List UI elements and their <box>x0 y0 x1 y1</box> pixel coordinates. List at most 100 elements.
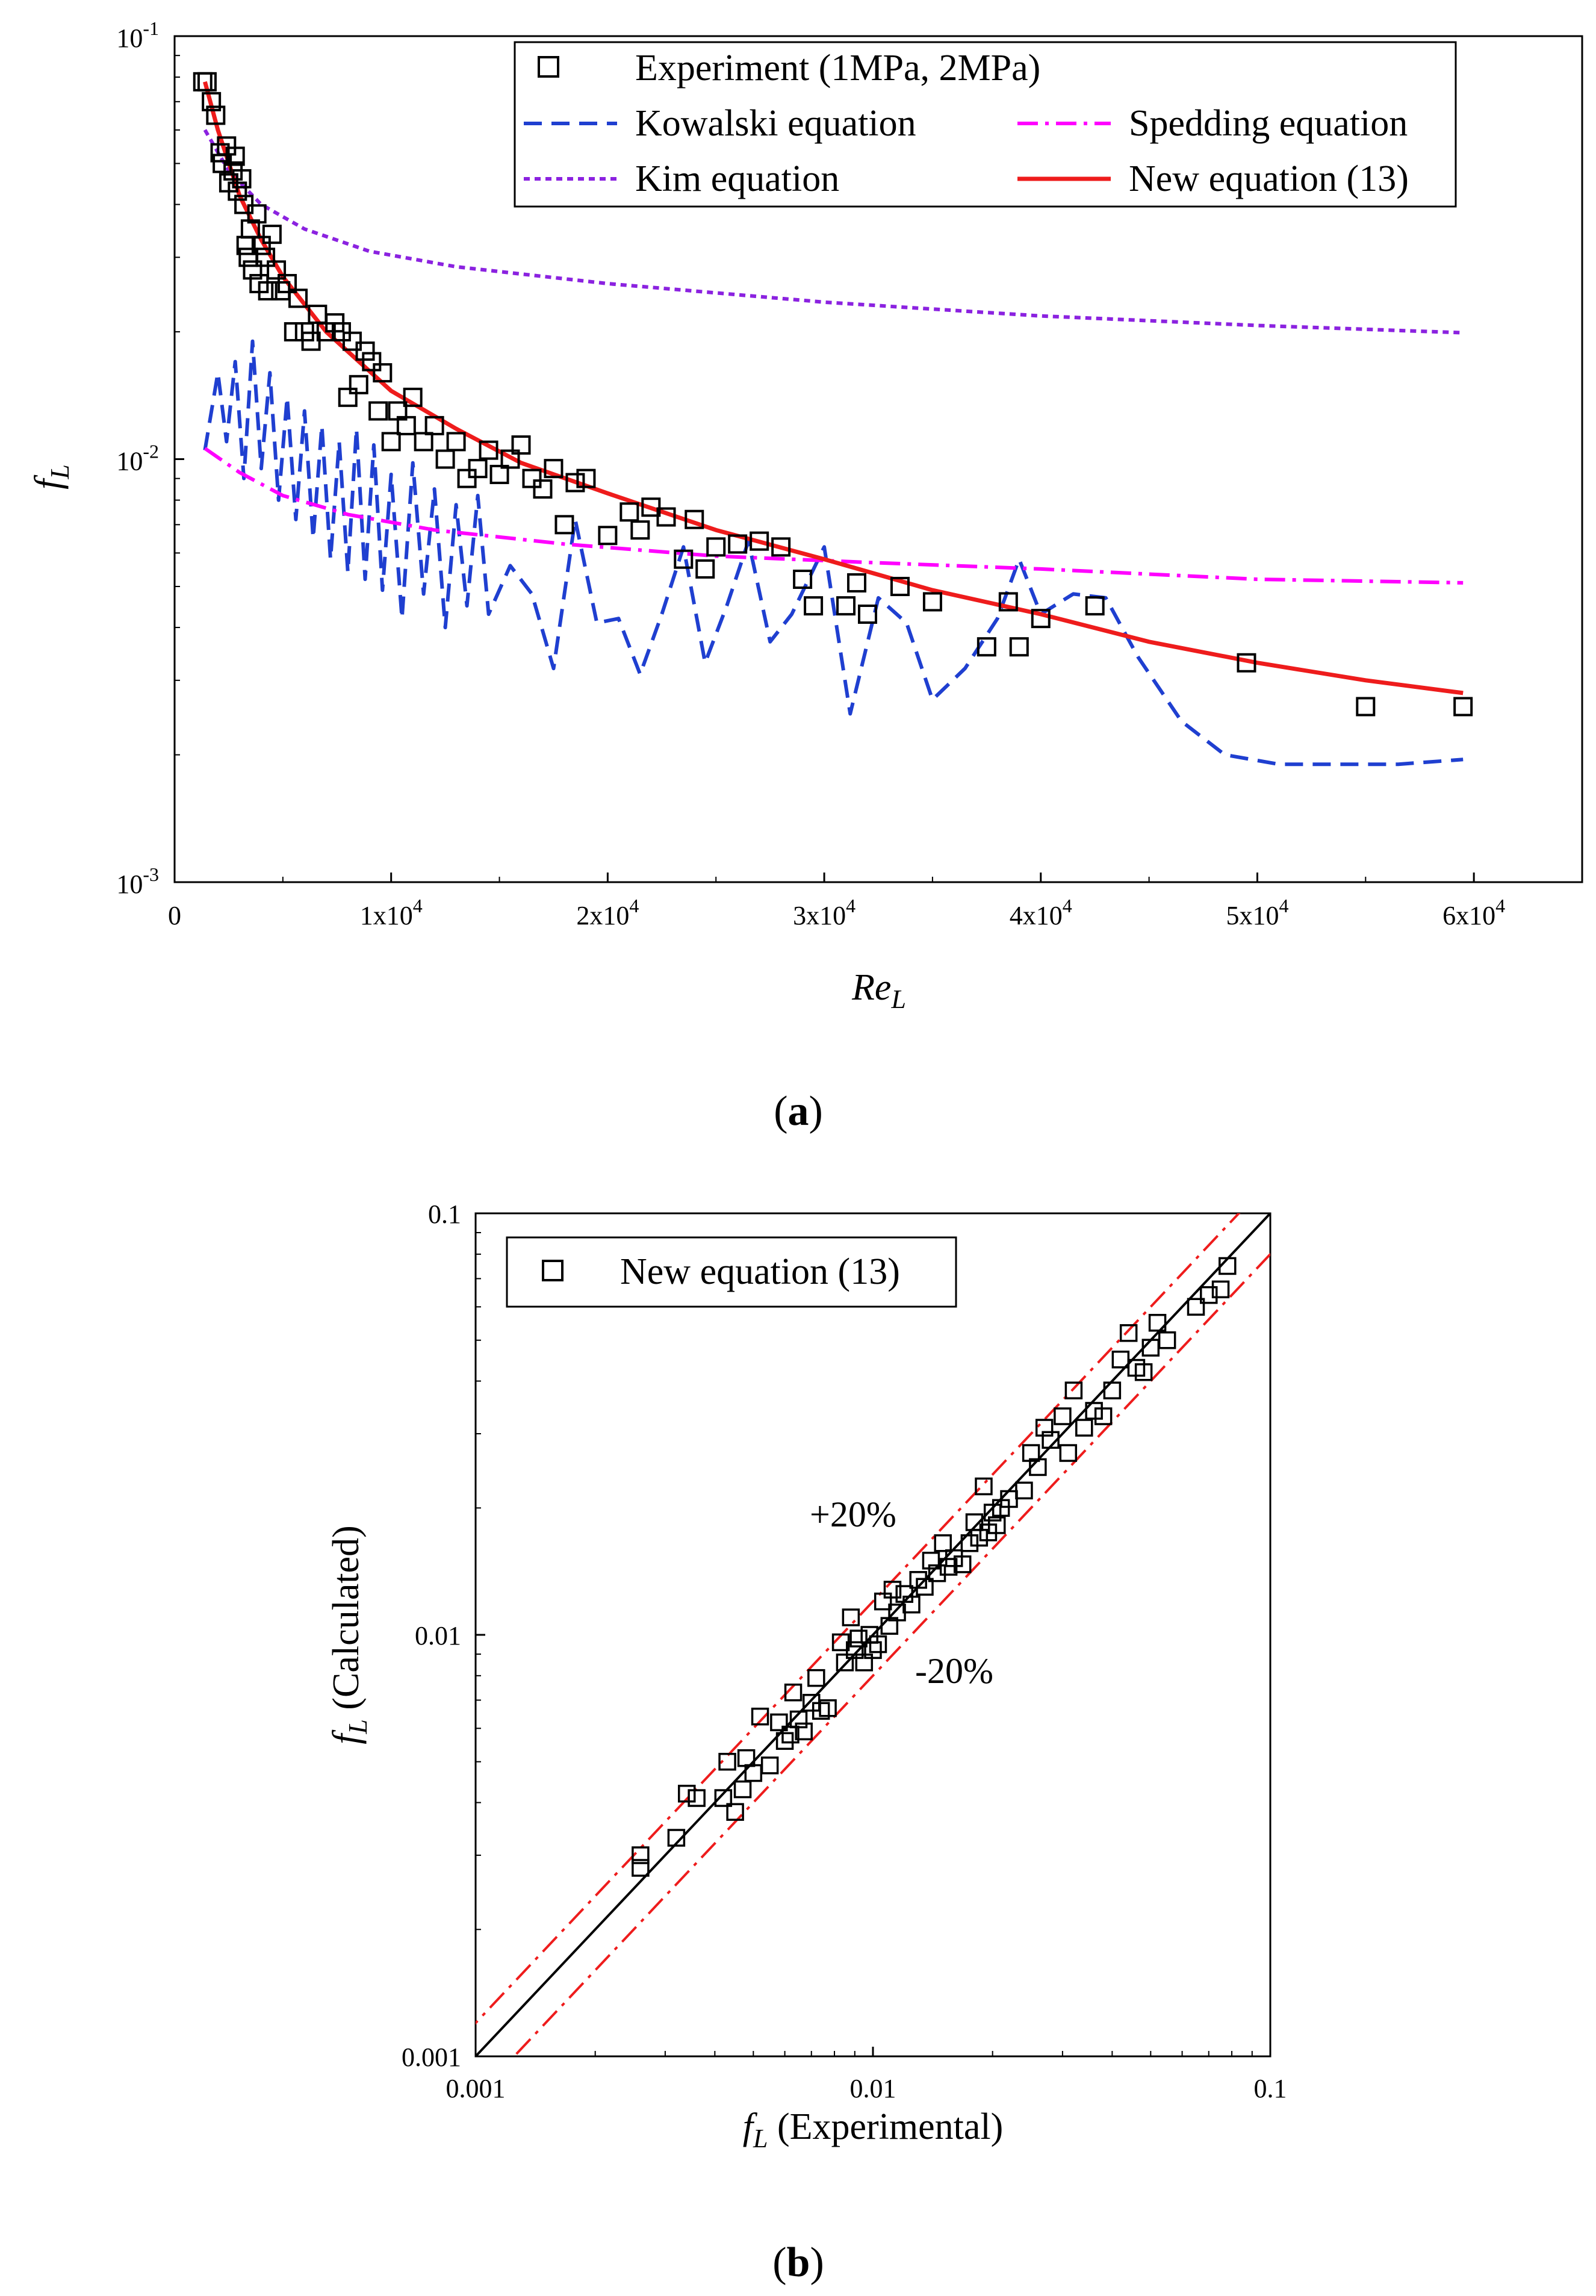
data-point-new-equation <box>775 1732 794 1750</box>
data-point-new-equation <box>718 1752 736 1771</box>
data-point-new-equation <box>688 1789 706 1807</box>
data-point-new-equation <box>1075 1419 1093 1437</box>
data-point-experiment <box>522 468 542 488</box>
x-tick-label-b: 0.1 <box>1254 2074 1287 2103</box>
data-point-new-equation <box>733 1780 752 1799</box>
y-tick-label-b: 0.1 <box>428 1199 461 1229</box>
data-point-new-equation <box>960 1534 979 1552</box>
data-point-new-equation <box>922 1551 940 1570</box>
data-point-new-equation <box>632 1846 650 1864</box>
data-point-experiment <box>362 352 382 372</box>
legend-marker-new-equation <box>542 1260 564 1281</box>
data-point-experiment <box>1356 697 1376 717</box>
series-layer-b <box>632 1257 1237 1877</box>
x-tick-label-a: 6x104 <box>1442 895 1505 930</box>
data-point-new-equation <box>1022 1444 1040 1462</box>
data-point-experiment <box>232 169 252 188</box>
data-point-experiment <box>271 281 291 300</box>
data-point-new-equation <box>1094 1407 1113 1425</box>
data-point-experiment <box>446 432 466 452</box>
data-point-experiment <box>349 375 368 394</box>
data-point-new-equation <box>1211 1280 1230 1299</box>
reference-line-parity <box>476 1213 1270 2056</box>
y-tick-label-b: 0.01 <box>415 1621 461 1650</box>
data-point-new-equation <box>714 1789 733 1807</box>
data-point-experiment <box>206 105 226 125</box>
data-point-experiment <box>267 260 287 280</box>
data-point-experiment <box>544 459 564 479</box>
data-point-experiment <box>598 526 618 546</box>
reference-line-plus-20 <box>476 1213 1241 2025</box>
data-point-new-equation <box>819 1699 837 1717</box>
panel-b: 0.001 0.01 0.1 0.001 0.01 0.1 fL (Calculated)… <box>326 1199 1287 2286</box>
data-point-experiment <box>656 507 676 527</box>
data-point-new-equation <box>846 1641 864 1660</box>
data-point-new-equation <box>1035 1419 1054 1437</box>
data-point-experiment <box>728 534 748 554</box>
data-point-new-equation <box>1085 1402 1103 1420</box>
data-point-new-equation <box>770 1713 788 1732</box>
data-point-experiment <box>202 92 222 111</box>
x-tick-label-a: 2x104 <box>576 895 639 930</box>
series-line-spedding <box>203 447 1464 585</box>
data-point-new-equation <box>1015 1481 1033 1500</box>
data-point-new-equation <box>726 1803 744 1821</box>
data-point-experiment <box>278 273 297 293</box>
data-point-experiment <box>262 225 282 244</box>
data-point-new-equation <box>1054 1407 1072 1425</box>
y-tick-label-b: 0.001 <box>402 2042 461 2072</box>
data-point-experiment <box>706 537 726 557</box>
legend-label-kowalski: Kowalski equation <box>635 103 916 144</box>
y-axis-label-a: fL <box>28 464 75 490</box>
data-point-experiment <box>998 592 1018 612</box>
data-point-experiment <box>251 235 271 255</box>
series-line-kim <box>203 129 1464 335</box>
data-point-experiment <box>489 464 509 484</box>
data-point-new-equation <box>807 1669 825 1687</box>
annotation-plus-20: +20% <box>810 1495 896 1534</box>
reference-lines-b <box>476 1213 1270 2056</box>
data-point-new-equation <box>1042 1431 1060 1449</box>
x-tick-label-b: 0.01 <box>850 2074 896 2103</box>
data-point-experiment <box>479 440 498 460</box>
data-point-experiment <box>1085 596 1105 616</box>
data-point-new-equation <box>1200 1286 1218 1304</box>
data-point-new-equation <box>842 1608 860 1626</box>
legend-label-experiment: Experiment (1MPa, 2MPa) <box>635 48 1040 89</box>
data-point-experiment <box>338 387 358 407</box>
data-point-experiment <box>533 479 553 499</box>
data-point-experiment <box>695 559 715 579</box>
data-point-new-equation <box>1219 1257 1237 1275</box>
data-point-experiment <box>197 72 217 92</box>
legend-a: Experiment (1MPa, 2MPa) Kowalski equatio… <box>514 41 1457 208</box>
legend-label-kim: Kim equation <box>635 158 839 199</box>
y-tick-label-a: 10-2 <box>116 441 159 476</box>
data-point-new-equation <box>902 1595 921 1614</box>
x-tick-label-a: 5x104 <box>1226 895 1288 930</box>
data-point-experiment <box>685 509 704 529</box>
panel-a: 0 1x104 2x104 3x104 4x104 5x104 6x104 10-3 10-2 1… <box>28 17 1583 1134</box>
legend-marker-experiment <box>538 56 559 78</box>
data-point-new-equation <box>836 1654 854 1672</box>
legend-box-a <box>514 41 1457 208</box>
x-axis-label-a: ReL <box>851 967 906 1014</box>
data-point-experiment <box>258 281 278 300</box>
data-point-experiment <box>256 247 276 267</box>
data-point-experiment <box>858 604 878 624</box>
data-point-experiment <box>1009 637 1029 657</box>
data-point-experiment <box>457 468 477 488</box>
data-point-experiment <box>836 596 856 616</box>
data-point-experiment <box>554 515 574 535</box>
data-point-experiment <box>284 322 303 342</box>
series-line-kowalski <box>203 339 1464 767</box>
data-point-experiment <box>750 531 769 551</box>
legend-box-b <box>506 1236 957 1308</box>
data-point-experiment <box>424 415 444 435</box>
data-point-experiment <box>922 592 942 612</box>
x-tick-label-a: 1x104 <box>360 895 423 930</box>
data-point-experiment <box>373 363 393 383</box>
data-point-experiment <box>342 331 362 351</box>
data-point-new-equation <box>988 1516 1006 1534</box>
reference-line-minus-20 <box>512 1252 1270 2056</box>
